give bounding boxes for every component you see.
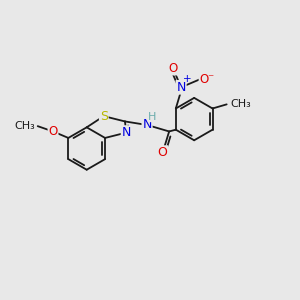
- Text: N: N: [142, 118, 152, 131]
- Text: H: H: [148, 112, 157, 122]
- Text: N: N: [176, 81, 186, 94]
- Text: O: O: [48, 125, 58, 138]
- Text: O: O: [168, 61, 178, 75]
- Text: CH₃: CH₃: [14, 121, 35, 130]
- Text: O: O: [200, 73, 209, 85]
- Text: CH₃: CH₃: [230, 99, 251, 109]
- Text: S: S: [100, 110, 108, 123]
- Text: N: N: [122, 126, 131, 139]
- Text: ⁻: ⁻: [207, 73, 214, 85]
- Text: O: O: [158, 146, 168, 159]
- Text: +: +: [183, 74, 192, 84]
